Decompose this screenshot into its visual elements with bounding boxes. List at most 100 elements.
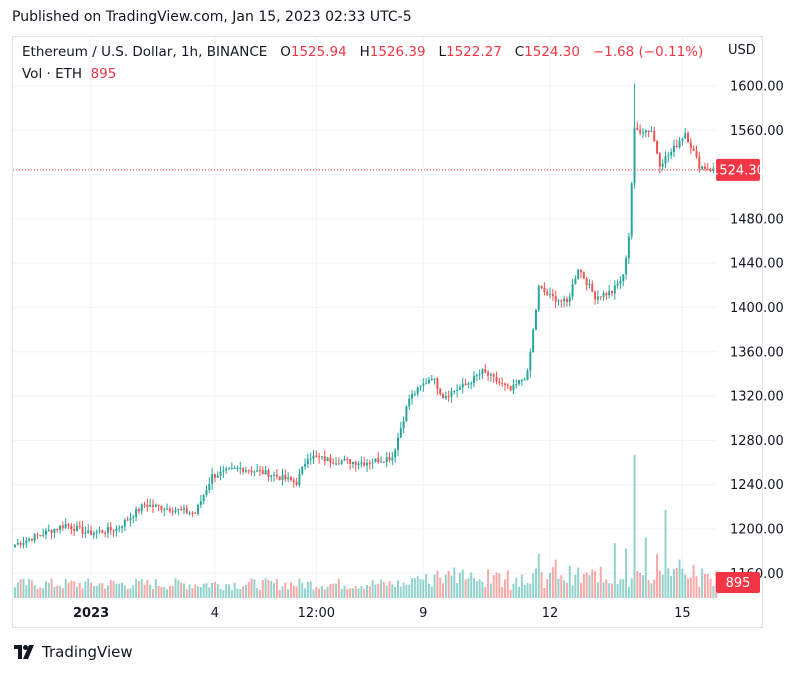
volume-bar-139: [405, 584, 408, 598]
low-label: L: [438, 44, 446, 60]
candle-body-166: [481, 369, 484, 374]
volume-bar-181: [523, 585, 526, 598]
volume-bar-84: [250, 578, 253, 598]
candle-body-207: [596, 296, 599, 300]
tradingview-brand[interactable]: TradingView: [14, 643, 133, 661]
symbol-title[interactable]: Ethereum / U.S. Dollar, 1h, BINANCE: [22, 44, 268, 60]
candle-body-129: [377, 458, 380, 463]
volume-bar-116: [340, 588, 343, 598]
candle-body-30: [98, 530, 101, 532]
candle-body-13: [50, 530, 53, 533]
candle-body-146: [425, 383, 428, 385]
candle-body-227: [653, 130, 656, 142]
candle-body-113: [332, 462, 335, 464]
volume-bar-129: [377, 583, 380, 598]
volume-bar-63: [191, 588, 194, 598]
volume-bar-134: [391, 584, 394, 598]
volume-bar-213: [613, 543, 616, 598]
candle-body-237: [681, 138, 684, 142]
candle-body-151: [439, 388, 442, 394]
candle-body-198: [571, 284, 574, 297]
candle-body-68: [205, 489, 208, 496]
volume-bar-80: [239, 588, 242, 598]
volume-bar-166: [481, 581, 484, 598]
volume-bar-189: [546, 579, 549, 598]
volume-bar-156: [453, 567, 456, 598]
candle-body-164: [475, 375, 478, 377]
volume-bar-1: [16, 582, 19, 598]
volume-bar-53: [163, 587, 166, 598]
candle-body-87: [259, 470, 261, 472]
candle-body-23: [78, 526, 81, 528]
volume-bar-200: [577, 567, 580, 598]
candle-body-109: [320, 456, 323, 458]
volume-bar-171: [495, 572, 498, 598]
volume-bar-188: [543, 588, 546, 598]
x-tick-label: 4: [211, 606, 219, 621]
candle-body-197: [568, 296, 571, 303]
volume-bar-45: [140, 578, 143, 598]
open-label: O: [280, 44, 291, 60]
volume-bar-130: [380, 579, 383, 598]
candle-body-33: [106, 527, 109, 533]
candle-body-2: [19, 542, 22, 545]
volume-bar-208: [599, 566, 602, 598]
candle-body-125: [366, 462, 368, 466]
x-tick-label: 12:00: [298, 606, 335, 621]
candle-body-163: [473, 375, 475, 384]
volume-bar-182: [526, 583, 529, 598]
volume-bar-31: [101, 583, 104, 598]
volume-bar-203: [585, 572, 588, 598]
volume-bar-205: [591, 569, 594, 598]
volume-label[interactable]: Vol · ETH: [22, 66, 82, 82]
volume-bar-191: [551, 567, 554, 598]
candle-body-240: [689, 142, 692, 149]
volume-bar-232: [667, 568, 670, 598]
volume-bar-215: [619, 579, 622, 598]
candle-body-16: [59, 525, 62, 530]
volume-bar-104: [306, 581, 309, 598]
volume-bar-175: [506, 570, 509, 598]
volume-bar-150: [436, 570, 439, 598]
volume-bar-10: [42, 588, 45, 598]
candle-body-35: [112, 530, 115, 532]
volume-bar-21: [73, 581, 76, 598]
volume-bar-218: [627, 586, 630, 598]
volume-bar-33: [106, 585, 109, 598]
volume-bar-6: [30, 580, 33, 598]
volume-bar-111: [326, 586, 329, 598]
currency-label[interactable]: USD: [728, 43, 756, 58]
volume-bar-99: [292, 585, 295, 598]
close-label: C: [514, 44, 525, 60]
candle-body-0: [14, 544, 16, 547]
volume-bar-117: [343, 585, 346, 598]
candle-body-78: [233, 467, 236, 469]
volume-value: 895: [90, 66, 117, 82]
candle-body-143: [416, 387, 419, 394]
volume-bar-39: [123, 585, 126, 598]
candle-body-174: [503, 383, 506, 385]
volume-bar-242: [695, 576, 698, 598]
volume-bar-61: [185, 589, 188, 598]
candle-body-139: [405, 406, 408, 422]
volume-bar-43: [135, 578, 138, 598]
candle-body-59: [180, 508, 183, 510]
volume-bar-3: [22, 578, 25, 598]
high-label: H: [359, 44, 370, 60]
volume-bar-44: [137, 580, 140, 598]
candle-body-10: [42, 534, 45, 536]
y-tick-label: 1400.00: [730, 301, 784, 316]
volume-bar-193: [557, 578, 560, 598]
volume-bar-59: [180, 582, 183, 598]
volume-bar-138: [402, 582, 405, 598]
candle-body-41: [129, 517, 132, 521]
candle-body-24: [81, 526, 84, 534]
candle-body-229: [658, 153, 661, 167]
candle-body-65: [197, 504, 200, 514]
volume-bar-248: [712, 586, 715, 598]
candle-body-133: [388, 457, 391, 461]
candle-body-31: [101, 530, 104, 533]
volume-bar-163: [473, 578, 475, 598]
candle-body-53: [163, 509, 166, 511]
